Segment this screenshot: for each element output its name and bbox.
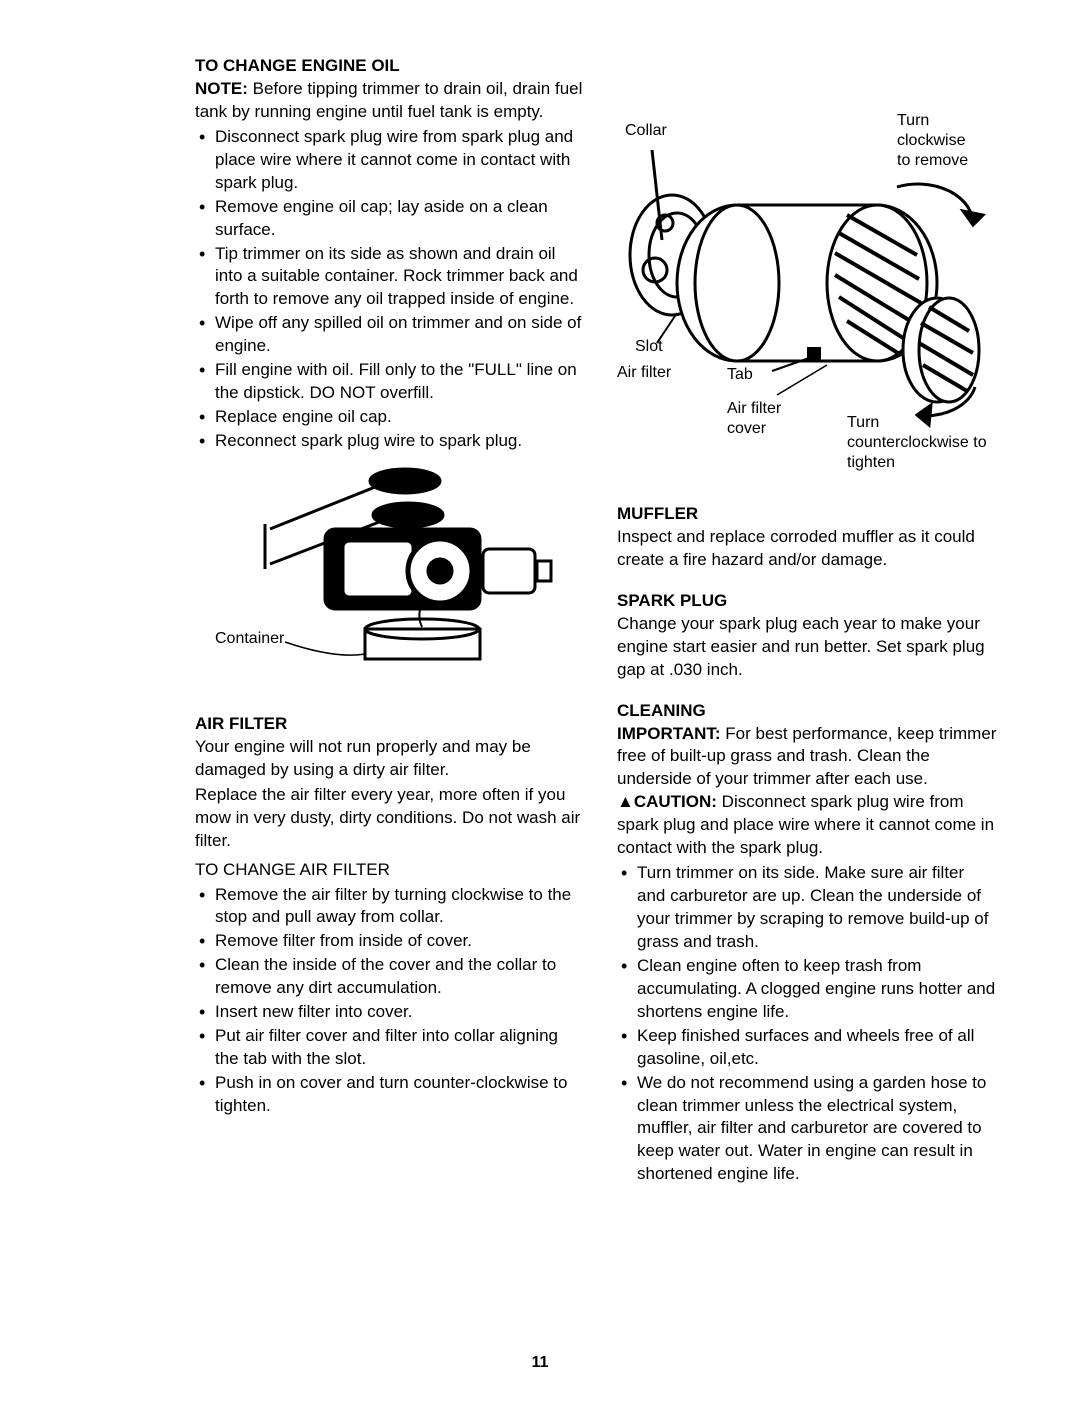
fig-slot-label: Slot xyxy=(635,338,663,355)
spark-text: Change your spark plug each year to make… xyxy=(617,613,997,682)
airfilter-subheading: TO CHANGE AIR FILTER xyxy=(195,859,585,882)
manual-page: TO CHANGE ENGINE OIL NOTE: Before tippin… xyxy=(0,0,1080,1402)
list-item: Remove filter from inside of cover. xyxy=(195,930,585,953)
svg-text:Air filter: Air filter xyxy=(727,400,782,417)
list-item: Push in on cover and turn counter-clockw… xyxy=(195,1072,585,1118)
list-item: Insert new filter into cover. xyxy=(195,1001,585,1024)
right-column: Collar Turn clockwise to remove xyxy=(617,55,997,1187)
oil-drain-figure: Container xyxy=(195,459,585,679)
cleaning-bullets: Turn trimmer on its side. Make sure air … xyxy=(617,862,997,1186)
spark-section: SPARK PLUG Change your spark plug each y… xyxy=(617,590,997,682)
oil-bullets: Disconnect spark plug wire from spark pl… xyxy=(195,126,585,453)
spark-heading: SPARK PLUG xyxy=(617,590,997,613)
list-item: Wipe off any spilled oil on trimmer and … xyxy=(195,312,585,358)
airfilter-figure: Collar Turn clockwise to remove xyxy=(617,95,997,485)
list-item: Fill engine with oil. Fill only to the "… xyxy=(195,359,585,405)
fig-tab-label: Tab xyxy=(727,366,753,383)
cleaning-heading: CLEANING xyxy=(617,700,997,723)
svg-text:clockwise: clockwise xyxy=(897,132,966,149)
list-item: Turn trimmer on its side. Make sure air … xyxy=(617,862,997,954)
svg-text:tighten: tighten xyxy=(847,454,895,471)
muffler-section: MUFFLER Inspect and replace corroded muf… xyxy=(617,503,997,572)
list-item: Reconnect spark plug wire to spark plug. xyxy=(195,430,585,453)
list-item: Keep finished surfaces and wheels free o… xyxy=(617,1025,997,1071)
note-label: NOTE: xyxy=(195,79,248,98)
svg-text:to remove: to remove xyxy=(897,152,968,169)
list-item: Clean engine often to keep trash from ac… xyxy=(617,955,997,1024)
list-item: Remove the air filter by turning clockwi… xyxy=(195,884,585,930)
oil-section: TO CHANGE ENGINE OIL NOTE: Before tippin… xyxy=(195,55,585,679)
list-item: Clean the inside of the cover and the co… xyxy=(195,954,585,1000)
page-number: 11 xyxy=(0,1352,1080,1374)
list-item: Replace engine oil cap. xyxy=(195,406,585,429)
oil-note: NOTE: Before tipping trimmer to drain oi… xyxy=(195,78,585,124)
cleaning-caution: ▲CAUTION: Disconnect spark plug wire fro… xyxy=(617,791,997,860)
airfilter-intro1: Your engine will not run properly and ma… xyxy=(195,736,585,782)
muffler-heading: MUFFLER xyxy=(617,503,997,526)
important-label: IMPORTANT: xyxy=(617,724,721,743)
svg-text:cover: cover xyxy=(727,420,767,437)
airfilter-section: AIR FILTER Your engine will not run prop… xyxy=(195,713,585,1118)
list-item: Disconnect spark plug wire from spark pl… xyxy=(195,126,585,195)
list-item: Tip trimmer on its side as shown and dra… xyxy=(195,243,585,312)
airfilter-heading: AIR FILTER xyxy=(195,713,585,736)
warning-icon: ▲ xyxy=(617,792,634,811)
trimmer-drain-illustration: Container xyxy=(215,459,565,679)
svg-text:Turn: Turn xyxy=(847,414,879,431)
airfilter-intro2: Replace the air filter every year, more … xyxy=(195,784,585,853)
fig-container-label: Container xyxy=(215,630,285,647)
airfilter-illustration: Collar Turn clockwise to remove xyxy=(617,95,997,485)
cleaning-important: IMPORTANT: For best performance, keep tr… xyxy=(617,723,997,792)
note-text: Before tipping trimmer to drain oil, dra… xyxy=(195,79,582,121)
muffler-text: Inspect and replace corroded muffler as … xyxy=(617,526,997,572)
two-column-layout: TO CHANGE ENGINE OIL NOTE: Before tippin… xyxy=(195,55,990,1187)
fig-airfilter-label: Air filter xyxy=(617,364,672,381)
left-column: TO CHANGE ENGINE OIL NOTE: Before tippin… xyxy=(195,55,585,1187)
fig-cw-label-1: Turn xyxy=(897,112,929,129)
list-item: Put air filter cover and filter into col… xyxy=(195,1025,585,1071)
svg-text:counterclockwise to: counterclockwise to xyxy=(847,434,987,451)
fig-collar-label: Collar xyxy=(625,122,667,139)
airfilter-bullets: Remove the air filter by turning clockwi… xyxy=(195,884,585,1118)
oil-heading: TO CHANGE ENGINE OIL xyxy=(195,55,585,78)
list-item: Remove engine oil cap; lay aside on a cl… xyxy=(195,196,585,242)
list-item: We do not recommend using a garden hose … xyxy=(617,1072,997,1187)
caution-label: CAUTION: xyxy=(634,792,717,811)
cleaning-section: CLEANING IMPORTANT: For best performance… xyxy=(617,700,997,1187)
